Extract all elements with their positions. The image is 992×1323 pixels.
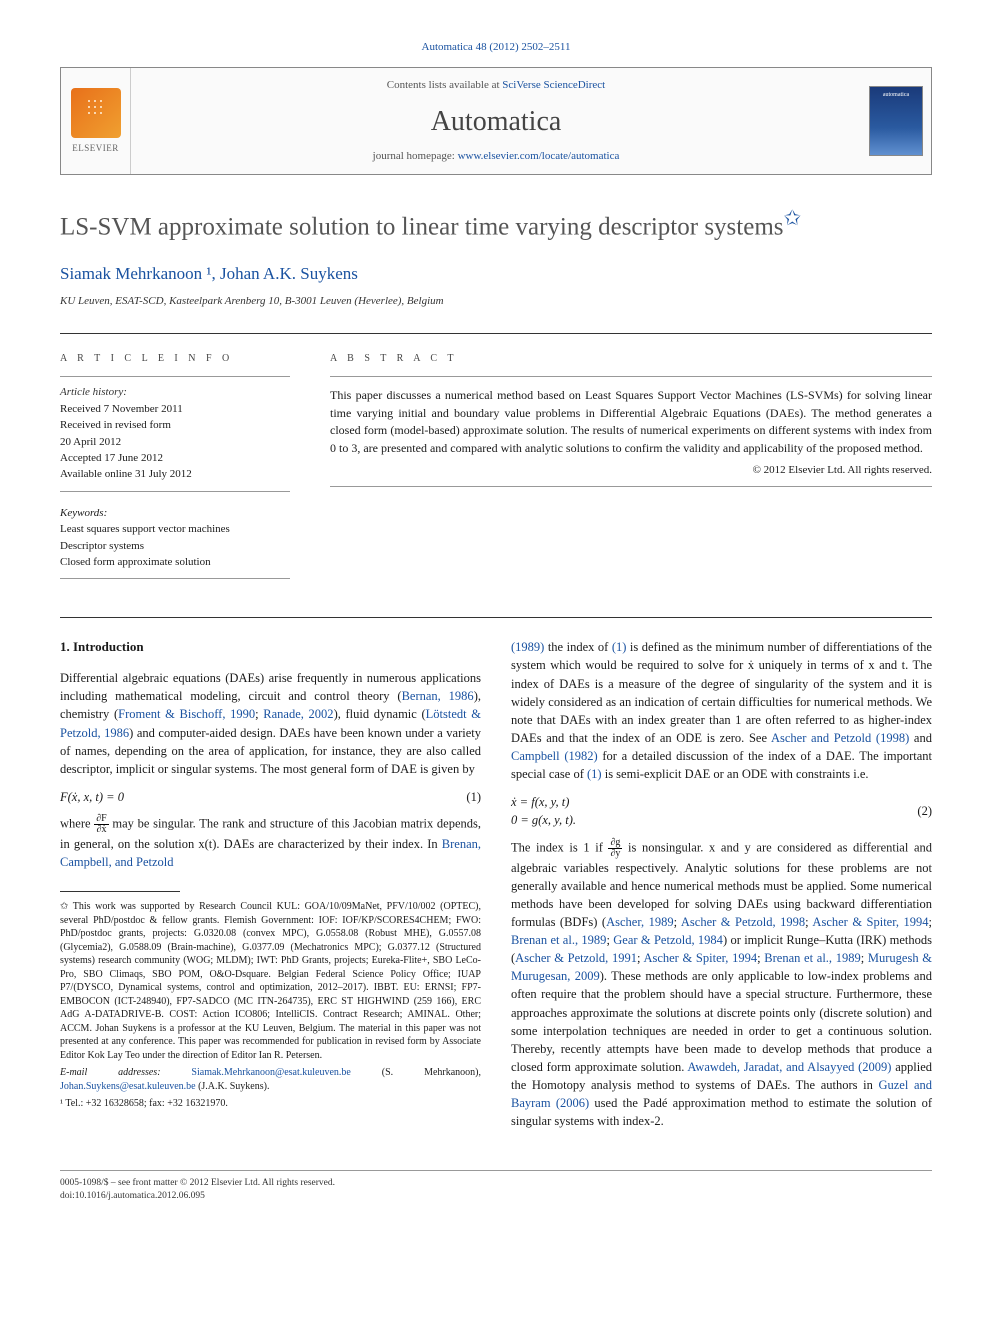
journal-masthead: ELSEVIER Contents lists available at Sci… xyxy=(60,67,932,175)
footnote-tel: ¹ Tel.: +32 16328658; fax: +32 16321970. xyxy=(60,1097,481,1111)
title-footnote-star: ✩ xyxy=(784,206,801,230)
p4a: The index is 1 if xyxy=(511,840,608,854)
intro-para-2: where ∂F∂ẋ may be singular. The rank and… xyxy=(60,814,481,871)
footnote-emails: E-mail addresses: Siamak.Mehrkanoon@esat… xyxy=(60,1066,481,1093)
abstract-head: A B S T R A C T xyxy=(330,352,932,366)
abstract-text: This paper discusses a numerical method … xyxy=(330,387,932,457)
footnotes: ✩ This work was supported by Research Co… xyxy=(60,900,481,1111)
eq2-num: (2) xyxy=(902,802,932,820)
copyright-line: © 2012 Elsevier Ltd. All rights reserved… xyxy=(330,463,932,478)
affiliation: KU Leuven, ESAT-SCD, Kasteelpark Arenber… xyxy=(60,294,932,309)
running-head: Automatica 48 (2012) 2502–2511 xyxy=(60,40,932,55)
elsevier-tree-icon xyxy=(71,88,121,138)
emails-label: E-mail addresses: xyxy=(60,1067,191,1078)
cite-ascher89[interactable]: Ascher, 1989 xyxy=(606,915,674,929)
email-suykens[interactable]: Johan.Suykens@esat.kuleuven.be xyxy=(60,1081,196,1092)
frac-n2: ∂g xyxy=(608,838,622,849)
ref-eq1-a[interactable]: (1) xyxy=(612,640,627,654)
eq1-num: (1) xyxy=(451,788,481,806)
p1d: ), fluid dynamic ( xyxy=(334,707,426,721)
section-1-head: 1. Introduction xyxy=(60,638,481,657)
cite-ascher-petzold-98[interactable]: Ascher and Petzold (1998) xyxy=(771,731,909,745)
history-online: Available online 31 July 2012 xyxy=(60,467,290,482)
p2b: may be singular. The rank and structure … xyxy=(60,816,481,851)
cite-brenan89[interactable]: Brenan et al., 1989 xyxy=(511,933,606,947)
article-title: LS-SVM approximate solution to linear ti… xyxy=(60,205,932,244)
footnote-star: ✩ This work was supported by Research Co… xyxy=(60,900,481,1062)
eq2a: ẋ = f(x, y, t) xyxy=(511,795,569,809)
abstract-block: A B S T R A C T This paper discusses a n… xyxy=(330,352,932,587)
rule-mid xyxy=(60,617,932,618)
frac-d2: ∂y xyxy=(608,849,622,859)
publisher-logo-block: ELSEVIER xyxy=(61,68,131,174)
rule-top xyxy=(60,333,932,334)
cite-ascher-spiter94b[interactable]: Ascher & Spiter, 1994 xyxy=(643,951,757,965)
eq2-text: ẋ = f(x, y, t) 0 = g(x, y, t). xyxy=(511,793,902,829)
intro-para-1: Differential algebraic equations (DAEs) … xyxy=(60,669,481,778)
p3d: and xyxy=(909,731,932,745)
history-label: Article history: xyxy=(60,385,290,400)
cite-gear84[interactable]: Gear & Petzold, 1984 xyxy=(613,933,723,947)
journal-name: Automatica xyxy=(151,102,841,141)
sciencedirect-link[interactable]: SciVerse ScienceDirect xyxy=(502,79,605,91)
homepage-link[interactable]: www.elsevier.com/locate/automatica xyxy=(458,150,620,162)
homepage-line: journal homepage: www.elsevier.com/locat… xyxy=(151,149,841,164)
article-info-block: A R T I C L E I N F O Article history: R… xyxy=(60,352,290,587)
history-revised-label: Received in revised form xyxy=(60,418,290,433)
footnote-rule xyxy=(60,891,180,892)
frac-dF-dxd: ∂F∂ẋ xyxy=(94,814,109,835)
frac-d: ∂ẋ xyxy=(94,825,109,835)
column-right: (1989) the index of (1) is defined as th… xyxy=(511,638,932,1140)
doi-line: doi:10.1016/j.automatica.2012.06.095 xyxy=(60,1190,932,1202)
p3c: is defined as the minimum number of diff… xyxy=(511,640,932,745)
p4c: ; xyxy=(674,915,681,929)
contents-line: Contents lists available at SciVerse Sci… xyxy=(151,78,841,93)
intro-para-4: The index is 1 if ∂g∂y is nonsingular. x… xyxy=(511,838,932,1131)
keyword-3: Closed form approximate solution xyxy=(60,555,290,570)
p3f: is semi-explicit DAE or an ODE with cons… xyxy=(602,767,869,781)
authors: Siamak Mehrkanoon ¹, Johan A.K. Suykens xyxy=(60,262,932,286)
history-received: Received 7 November 2011 xyxy=(60,402,290,417)
cite-ascher-spiter94[interactable]: Ascher & Spiter, 1994 xyxy=(812,915,928,929)
bottom-bar: 0005-1098/$ – see front matter © 2012 El… xyxy=(60,1170,932,1202)
history-accepted: Accepted 17 June 2012 xyxy=(60,451,290,466)
cover-thumb-block xyxy=(861,68,931,174)
article-info-head: A R T I C L E I N F O xyxy=(60,352,290,366)
publisher-label: ELSEVIER xyxy=(72,142,119,155)
p4j: ; xyxy=(861,951,868,965)
eq2b: 0 = g(x, y, t). xyxy=(511,813,576,827)
keyword-1: Least squares support vector machines xyxy=(60,522,290,537)
intro-para-3: (1989) the index of (1) is defined as th… xyxy=(511,638,932,783)
keywords-label: Keywords: xyxy=(60,506,290,521)
column-left: 1. Introduction Differential algebraic e… xyxy=(60,638,481,1140)
eq1-text: F(ẋ, x, t) = 0 xyxy=(60,788,451,806)
cite-awawdeh09[interactable]: Awawdeh, Jaradat, and Alsayyed (2009) xyxy=(687,1060,891,1074)
email2-who: (J.A.K. Suykens). xyxy=(196,1081,270,1092)
equation-2: ẋ = f(x, y, t) 0 = g(x, y, t). (2) xyxy=(511,793,932,829)
homepage-prefix: journal homepage: xyxy=(373,150,458,162)
cite-froment[interactable]: Froment & Bischoff, 1990 xyxy=(118,707,255,721)
ref-eq1-b[interactable]: (1) xyxy=(587,767,602,781)
cite-ranade[interactable]: Ranade, 2002 xyxy=(263,707,333,721)
equation-1: F(ẋ, x, t) = 0 (1) xyxy=(60,788,481,806)
history-revised-date: 20 April 2012 xyxy=(60,435,290,450)
contents-prefix: Contents lists available at xyxy=(387,79,502,91)
cite-brenan89b[interactable]: Brenan et al., 1989 xyxy=(764,951,860,965)
cite-bernan[interactable]: Bernan, 1986 xyxy=(402,689,474,703)
keyword-2: Descriptor systems xyxy=(60,539,290,554)
p4e: ; xyxy=(929,915,932,929)
front-matter-line: 0005-1098/$ – see front matter © 2012 El… xyxy=(60,1177,932,1189)
journal-cover-icon xyxy=(869,86,923,156)
email1-who: (S. Mehrkanoon), xyxy=(351,1067,481,1078)
cite-campbell[interactable]: Campbell (1982) xyxy=(511,749,598,763)
cite-brenan-year[interactable]: (1989) xyxy=(511,640,544,654)
cite-ascher-petzold91[interactable]: Ascher & Petzold, 1991 xyxy=(515,951,637,965)
cite-ascher-petzold98b[interactable]: Ascher & Petzold, 1998 xyxy=(681,915,805,929)
email-mehrkanoon[interactable]: Siamak.Mehrkanoon@esat.kuleuven.be xyxy=(191,1067,350,1078)
frac-dg-dy: ∂g∂y xyxy=(608,838,622,859)
p3b: the index of xyxy=(544,640,611,654)
p4k: ). These methods are only applicable to … xyxy=(511,969,932,1074)
p2a: where xyxy=(60,816,94,830)
title-text: LS-SVM approximate solution to linear ti… xyxy=(60,214,784,241)
